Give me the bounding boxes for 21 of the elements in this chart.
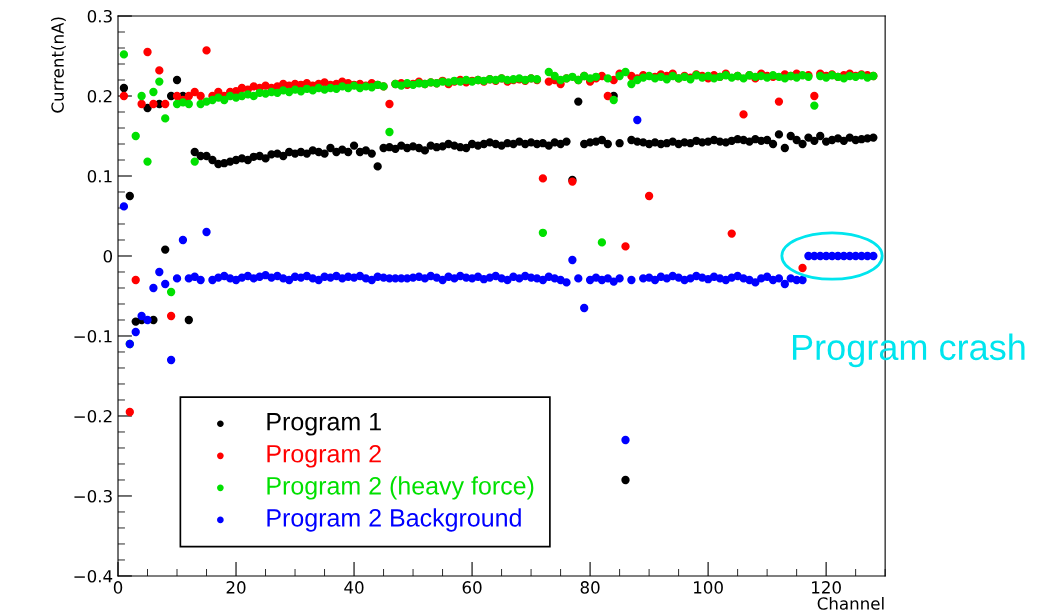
- x-tick-label: 40: [344, 581, 364, 594]
- legend-label: Program 2 Background: [267, 508, 521, 532]
- y-axis-title: Current(nA): [51, 17, 66, 113]
- x-tick-label: 80: [580, 581, 600, 594]
- y-tick-label: −0.2: [74, 409, 112, 423]
- x-tick-label: 0: [113, 581, 123, 594]
- y-tick-label: −0.3: [74, 489, 112, 503]
- x-axis-title: Channel: [817, 596, 884, 610]
- y-tick-label: −0.4: [74, 569, 113, 583]
- y-tick-label: 0.2: [87, 89, 112, 103]
- x-tick-label: 20: [226, 581, 246, 594]
- y-tick-label: 0.1: [87, 169, 112, 183]
- legend-label: Program 1: [267, 413, 381, 436]
- legend-label: Program 2 (heavy force): [267, 476, 534, 500]
- y-tick-label: 0: [103, 249, 113, 263]
- x-tick-label: 100: [694, 581, 723, 594]
- legend-label: Program 2: [267, 444, 381, 468]
- x-tick-label: 60: [462, 581, 482, 594]
- y-tick-label: −0.1: [74, 329, 112, 343]
- y-tick-label: 0.3: [87, 9, 112, 23]
- x-tick-label: 120: [812, 581, 841, 594]
